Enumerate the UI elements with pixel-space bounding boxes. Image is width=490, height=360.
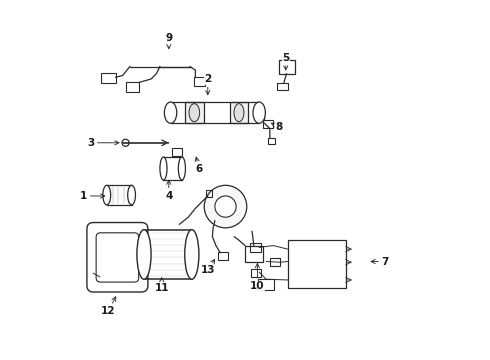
Text: 8: 8 (271, 122, 282, 132)
Text: 4: 4 (165, 180, 172, 201)
Ellipse shape (128, 185, 135, 205)
Text: 13: 13 (200, 260, 215, 275)
Circle shape (204, 185, 247, 228)
Ellipse shape (178, 157, 185, 180)
Ellipse shape (185, 230, 199, 279)
Ellipse shape (164, 102, 177, 123)
Ellipse shape (160, 157, 167, 180)
Text: 2: 2 (204, 74, 211, 95)
Ellipse shape (103, 185, 111, 205)
Text: 10: 10 (250, 264, 265, 291)
Text: 1: 1 (80, 191, 105, 201)
Text: 11: 11 (154, 278, 169, 293)
Ellipse shape (137, 230, 151, 279)
Text: 6: 6 (195, 157, 202, 174)
FancyBboxPatch shape (230, 102, 248, 123)
Ellipse shape (234, 104, 244, 122)
Text: 9: 9 (165, 33, 172, 49)
FancyBboxPatch shape (185, 102, 204, 123)
Circle shape (122, 139, 129, 146)
Ellipse shape (253, 102, 266, 123)
Circle shape (215, 196, 236, 217)
Text: 7: 7 (371, 257, 389, 266)
Text: 5: 5 (282, 53, 290, 70)
Text: 12: 12 (101, 297, 116, 316)
Ellipse shape (189, 104, 199, 122)
Text: 3: 3 (87, 138, 119, 148)
